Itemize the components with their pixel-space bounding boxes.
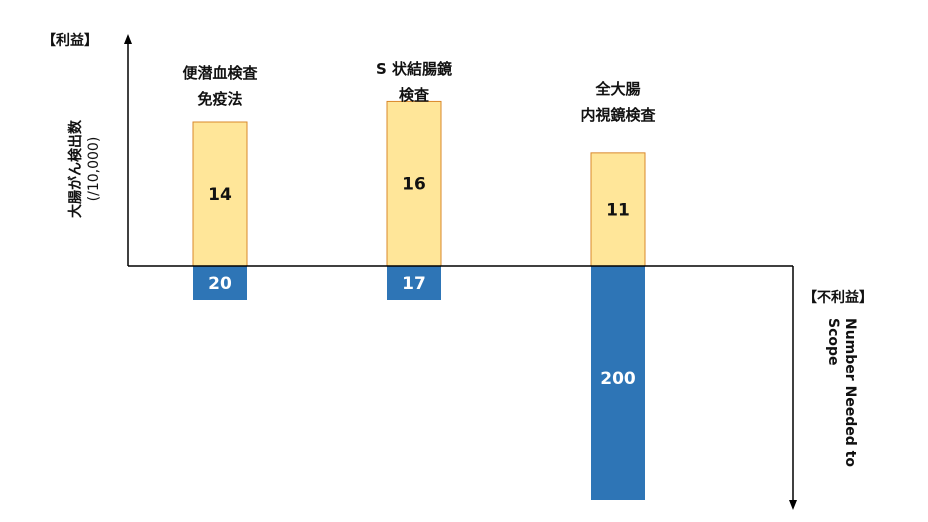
harm-bar <box>193 266 247 300</box>
benefit-value-label: 16 <box>402 175 426 195</box>
category-line: 検査 <box>398 86 429 104</box>
y-axis-unit: (/10,000) <box>86 136 102 202</box>
category-label-colonoscopy: 全大腸 内視鏡検査 <box>538 76 698 128</box>
category-line: S 状結腸鏡 <box>375 60 453 78</box>
benefit-bar <box>192 121 248 267</box>
nns-label: Number Needed to Scope <box>825 318 858 467</box>
category-line: 全大腸 <box>595 80 641 98</box>
category-label-fobt: 便潜血検査 免疫法 <box>140 60 300 112</box>
nns-axis-arrowhead <box>789 500 797 510</box>
benefit-value-label: 11 <box>606 200 630 220</box>
benefit-label: 【利益】 <box>42 33 98 49</box>
category-line: 免疫法 <box>197 90 243 108</box>
harm-value-label: 200 <box>600 369 636 389</box>
y-axis-title: 大腸がん検出数 <box>68 120 84 218</box>
harm-value-label: 20 <box>208 274 232 294</box>
y-axis-label: 大腸がん検出数 (/10,000) <box>67 94 103 244</box>
category-label-sigmoidoscopy: S 状結腸鏡 検査 <box>334 56 494 108</box>
harm-label: 【不利益】 <box>803 290 873 306</box>
harm-bar <box>591 266 645 500</box>
category-line: 便潜血検査 <box>182 64 258 82</box>
benefit-value-label: 14 <box>208 185 232 205</box>
harm-bar <box>387 266 441 300</box>
benefit-bar <box>590 152 646 267</box>
harm-value-label: 17 <box>402 274 426 294</box>
y-axis-arrowhead <box>124 34 132 44</box>
category-line: 内視鏡検査 <box>580 106 656 124</box>
